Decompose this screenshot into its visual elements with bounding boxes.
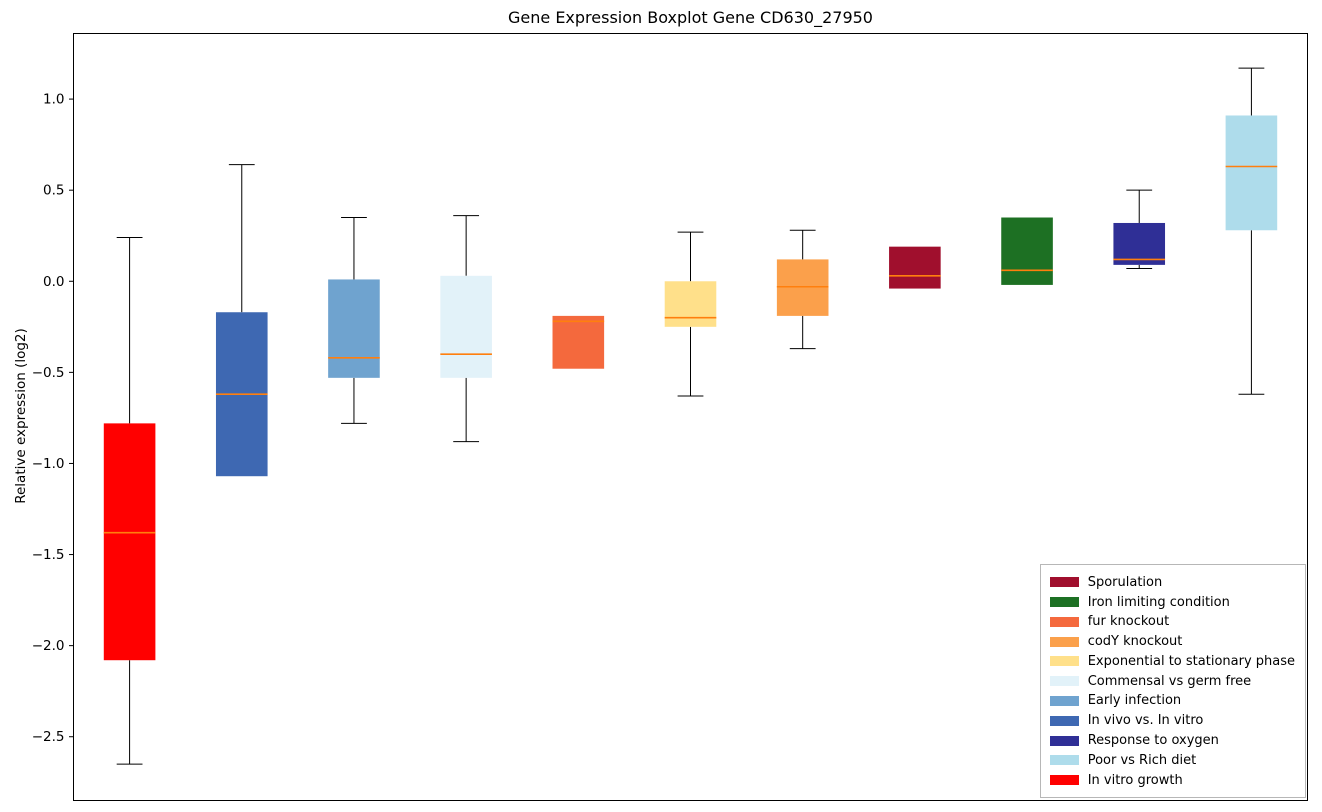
legend-item: Response to oxygen xyxy=(1049,731,1295,751)
legend-label: Exponential to stationary phase xyxy=(1087,653,1295,669)
legend-label: codY knockout xyxy=(1087,634,1183,650)
svg-text:0.5: 0.5 xyxy=(43,183,64,199)
legend-label: Poor vs Rich diet xyxy=(1087,752,1197,768)
legend-swatch xyxy=(1049,636,1079,647)
legend-swatch xyxy=(1049,577,1079,588)
legend-swatch xyxy=(1049,597,1079,608)
svg-text:−1.5: −1.5 xyxy=(32,547,65,563)
legend-label: In vivo vs. In vitro xyxy=(1087,713,1204,729)
legend-item: Poor vs Rich diet xyxy=(1049,750,1295,770)
legend-label: Early infection xyxy=(1087,693,1182,709)
legend-item: In vitro growth xyxy=(1049,770,1295,790)
legend-item: codY knockout xyxy=(1049,632,1295,652)
legend-label: In vitro growth xyxy=(1087,772,1183,788)
legend-item: Iron limiting condition xyxy=(1049,592,1295,612)
legend-item: Exponential to stationary phase xyxy=(1049,652,1295,672)
legend-label: Sporulation xyxy=(1087,574,1163,590)
legend-item: In vivo vs. In vitro xyxy=(1049,711,1295,731)
legend-label: Iron limiting condition xyxy=(1087,594,1230,610)
legend-swatch xyxy=(1049,676,1079,687)
legend-item: Commensal vs germ free xyxy=(1049,671,1295,691)
chart-title: Gene Expression Boxplot Gene CD630_27950 xyxy=(508,8,873,27)
svg-text:−0.5: −0.5 xyxy=(32,365,65,381)
legend-swatch xyxy=(1049,695,1079,706)
legend-item: Early infection xyxy=(1049,691,1295,711)
legend-swatch xyxy=(1049,715,1079,726)
legend-swatch xyxy=(1049,656,1079,667)
legend-label: Commensal vs germ free xyxy=(1087,673,1252,689)
legend-item: Sporulation xyxy=(1049,572,1295,592)
svg-text:0.0: 0.0 xyxy=(43,274,64,290)
legend-swatch xyxy=(1049,735,1079,746)
svg-text:−2.0: −2.0 xyxy=(32,638,65,654)
legend-swatch xyxy=(1049,616,1079,627)
legend-label: Response to oxygen xyxy=(1087,733,1219,749)
legend-swatch xyxy=(1049,775,1079,786)
legend: Sporulation Iron limiting condition fur kn… xyxy=(1039,564,1306,798)
svg-text:−2.5: −2.5 xyxy=(32,729,65,745)
svg-text:1.0: 1.0 xyxy=(43,92,64,108)
legend-item: fur knockout xyxy=(1049,612,1295,632)
svg-text:−1.0: −1.0 xyxy=(32,456,65,472)
legend-swatch xyxy=(1049,755,1079,766)
legend-label: fur knockout xyxy=(1087,614,1170,630)
